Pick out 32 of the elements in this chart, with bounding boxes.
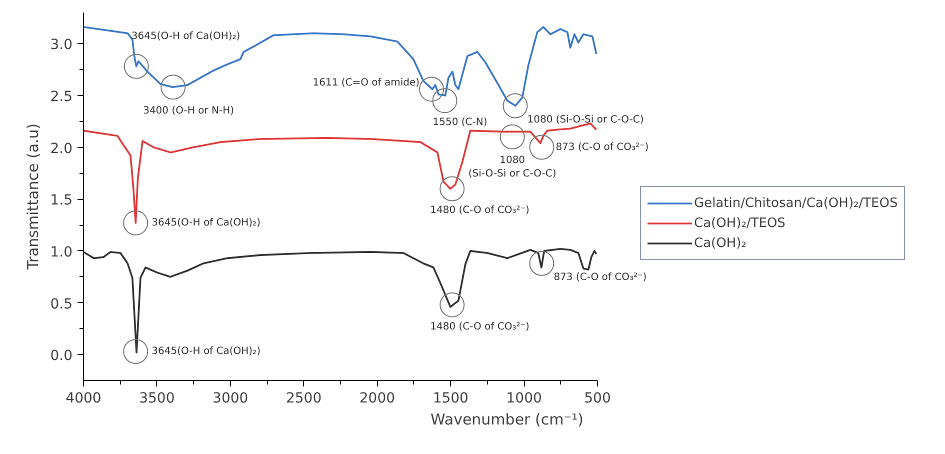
- y-tick-label: 0.5: [50, 296, 72, 312]
- y-tick-label: 3.0: [50, 37, 72, 54]
- y-axis-title: Transmittance (a.u): [24, 123, 42, 271]
- annotation: 1611 (C=O of amide): [312, 78, 420, 89]
- annotation: 3400 (O-H or N-H): [143, 106, 234, 117]
- y-tick-label: 0.0: [50, 348, 72, 364]
- annotation: 3645(O-H of Ca(OH)₂): [131, 30, 240, 42]
- x-tick-label: 1500: [432, 390, 468, 406]
- x-tick-label: 2000: [359, 390, 396, 406]
- annotation: 1480 (C-O of CO₃²⁻): [430, 321, 530, 332]
- annotation: 1080 (Si-O-Si or C-O-C): [468, 154, 556, 180]
- annotation: 3645(O-H of Ca(OH)₂): [152, 346, 261, 357]
- legend-label: Ca(OH)₂: [694, 236, 746, 250]
- x-tick-label: 500: [584, 390, 611, 406]
- y-tick-label: 2.5: [50, 88, 72, 105]
- annotation: 3645(O-H of Ca(OH)₂): [152, 217, 261, 228]
- x-tick-label: 4000: [66, 390, 102, 406]
- y-tick-label: 1.5: [50, 192, 72, 209]
- x-tick-label: 2500: [286, 390, 322, 406]
- x-axis-title: Wavenumber (cm⁻¹): [430, 410, 584, 428]
- y-tick-label: 2.0: [50, 140, 72, 157]
- y-tick-label: 1.0: [50, 244, 72, 260]
- annotation: 873 (C-O of CO₃²⁻): [554, 272, 647, 283]
- x-tick-label: 1000: [506, 390, 542, 406]
- annotation: 1480 (C-O of CO₃²⁻): [430, 205, 530, 216]
- annotation: 1080 (Si-O-Si or C-O-C): [527, 114, 644, 126]
- x-tick-label: 3500: [139, 390, 175, 406]
- annotation: 873 (C-O of CO₃²⁻): [556, 142, 649, 153]
- legend-label: Gelatin/Chitosan/Ca(OH)₂/TEOS: [694, 196, 898, 210]
- annotation: 1550 (C-N): [432, 117, 488, 128]
- x-tick-label: 3000: [212, 390, 248, 406]
- legend-label: Ca(OH)₂/TEOS: [694, 216, 786, 230]
